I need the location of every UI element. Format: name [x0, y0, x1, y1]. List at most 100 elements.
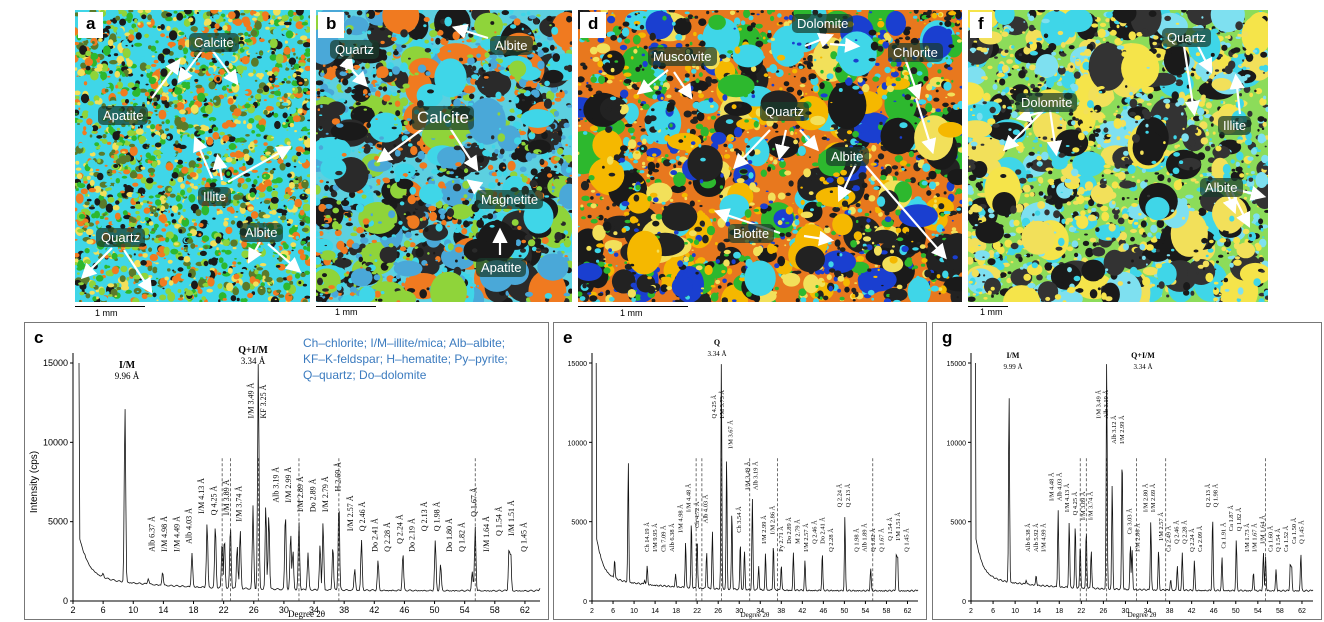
mineral-label-d-biotite: Biotite	[728, 224, 775, 243]
x-tick-label: 54	[1254, 608, 1262, 615]
peak-label: Alb 3.19 Å	[271, 467, 280, 503]
peak-label: Do 2.89 Å	[785, 517, 793, 544]
main-peak-spacing: 3.34 Å	[707, 350, 726, 358]
peak-label: Do 2.19 Å	[408, 518, 417, 552]
main-peak-label: Q	[714, 338, 720, 347]
texture-f	[968, 10, 1268, 302]
peak-label: H 2.69 Å	[333, 462, 342, 492]
mineral-label-a-calcite: Calcite	[189, 33, 239, 52]
peak-label: I/M 4.13 Å	[1063, 483, 1071, 512]
y-tick-label: 15000	[568, 361, 588, 368]
main-peak-spacing: 3.34 Å	[1133, 363, 1152, 371]
x-tick-label: 30	[279, 605, 289, 615]
x-tick-label: 42	[798, 608, 806, 615]
peak-label: I/M 2.86 Å	[1133, 523, 1141, 552]
x-tick-label: 2	[969, 608, 973, 615]
peak-label: Q 2.28 Å	[1180, 520, 1188, 544]
peak-label: I/M 3.49 Å	[247, 383, 256, 419]
peak-label: Alb 3.19 Å	[752, 461, 760, 490]
peak-label: I/M 2.57 Å	[346, 495, 355, 531]
xrd-chart-c: 2 6 10 14 18 22 26 30 34 38 42 46 50 54 58 620500010000…	[29, 345, 541, 619]
peak-label: Q 1.54 Å	[494, 506, 503, 536]
micrograph-f	[968, 10, 1268, 302]
y-tick-label: 10000	[43, 437, 68, 447]
peak-label: I/M 2.99 Å	[1118, 415, 1126, 444]
x-tick-label: 10	[630, 608, 638, 615]
scale-text-b: 1 mm	[335, 307, 358, 317]
peak-label: Ca 1.50 Å	[1290, 517, 1298, 543]
peak-label: Q 1.67 Å	[877, 528, 885, 552]
panel-label-g: g	[936, 328, 959, 348]
peak-label: Q 4.25 Å	[209, 486, 218, 516]
y-tick-label: 5000	[571, 520, 587, 527]
peak-label: Q 2.28 Å	[383, 522, 392, 552]
x-tick-label: 62	[1298, 608, 1306, 615]
panel-label-d: d	[580, 12, 607, 38]
mineral-label-f-quartz: Quartz	[1162, 28, 1212, 47]
x-tick-label: 42	[369, 605, 379, 615]
xrd-trace	[595, 362, 919, 592]
peak-label: Q 1.45 Å	[903, 528, 911, 552]
scale-text-d: 1 mm	[620, 308, 643, 318]
x-tick-label: 50	[840, 608, 848, 615]
peak-label: I/M 3.67 Å	[727, 420, 735, 449]
peak-label: Alb 4.03 Å	[1055, 472, 1063, 501]
mineral-label-d-chlorite: Chlorite	[888, 43, 943, 62]
x-tick-label: 30	[735, 608, 743, 615]
x-tick-label: 58	[490, 605, 500, 615]
peak-label: Alb 6.38 Å	[1024, 523, 1032, 552]
x-tick-label: 26	[1099, 608, 1107, 615]
x-axis-label: Degree 2θ	[288, 609, 325, 619]
scale-text-f: 1 mm	[980, 307, 1003, 317]
main-peak-spacing: 9.96 Å	[115, 371, 140, 381]
scale-bar-a	[75, 306, 145, 307]
x-tick-label: 18	[1055, 608, 1063, 615]
x-axis-label: Degree 2θ	[1128, 611, 1157, 619]
mineral-label-f-albite: Albite	[1200, 178, 1243, 197]
peak-label: I/M 2.80 Å	[1141, 483, 1149, 512]
legend-line-2: KF–K-feldspar; H–hematite; Py–pyrite;	[303, 352, 508, 366]
peak-label: I/M 1.51 Å	[507, 500, 516, 536]
x-tick-label: 18	[672, 608, 680, 615]
legend-line-1: Ch–chlorite; I/M–illite/mica; Alb–albite…	[303, 336, 506, 350]
peak-label: I/M 3.74 Å	[234, 486, 243, 522]
peak-label: I/M 3.49 Å	[743, 461, 751, 490]
peak-label: I/M 2.57 Å	[802, 523, 810, 552]
main-peak-label: Q+I/M	[1131, 351, 1155, 360]
peak-label: I/M 4.99 Å	[1040, 523, 1048, 552]
peak-label: I/M 4.98 Å	[676, 504, 684, 533]
legend-line-3: Q–quartz; Do–dolomite	[303, 368, 427, 382]
x-tick-label: 46	[399, 605, 409, 615]
x-tick-label: 62	[520, 605, 530, 615]
y-tick-label: 5000	[48, 517, 68, 527]
x-tick-label: 30	[1122, 608, 1130, 615]
peak-label: Alb 6.37 Å	[148, 516, 157, 552]
x-tick-label: 46	[819, 608, 827, 615]
x-tick-label: 58	[883, 608, 891, 615]
mineral-label-b-quartz: Quartz	[330, 40, 380, 59]
x-axis-label: Degree 2θ	[741, 611, 770, 619]
peak-label: Ca 1.87 Å	[1227, 505, 1235, 531]
scale-bar-f	[968, 306, 1008, 307]
xrd-legend-c: Ch–chlorite; I/M–illite/mica; Alb–albite…	[303, 335, 508, 383]
peak-label: Q 2.24 Å	[395, 514, 404, 544]
peak-label: I/M 4.48 Å	[1048, 472, 1056, 501]
x-tick-label: 22	[219, 605, 229, 615]
peak-label: I/M 4.49 Å	[172, 516, 181, 552]
peak-label: Q 2.46 Å	[1173, 520, 1181, 544]
peak-label: Q 2.24 Å	[1188, 528, 1196, 552]
peak-label: I/M 9.95 Å	[651, 523, 659, 552]
x-tick-label: 18	[189, 605, 199, 615]
peak-label: Alb 3.12 Å	[1110, 415, 1118, 444]
peak-label: KF 3.25 Å	[259, 384, 268, 418]
panel-label-b: b	[318, 12, 345, 38]
peak-label: Q 1.54 Å	[1274, 528, 1282, 552]
peak-label: I/M 1.67 Å	[1251, 523, 1259, 552]
x-tick-label: 58	[1276, 608, 1284, 615]
peak-label: Ch 14.19 Å	[643, 522, 651, 552]
mineral-label-a-apatite: Apatite	[98, 106, 149, 125]
xrd-trace	[78, 362, 541, 592]
xrd-chart-g: 2 6 10 14 18 22 26 30 34 38 42 46 50 54 58 620500010000…	[947, 351, 1314, 619]
peak-label: I/M 1.64 Å	[482, 516, 491, 552]
xrd-panel-e: 2 6 10 14 18 22 26 30 34 38 42 46 50 54 58 62 0 5000 10000…	[553, 322, 927, 620]
